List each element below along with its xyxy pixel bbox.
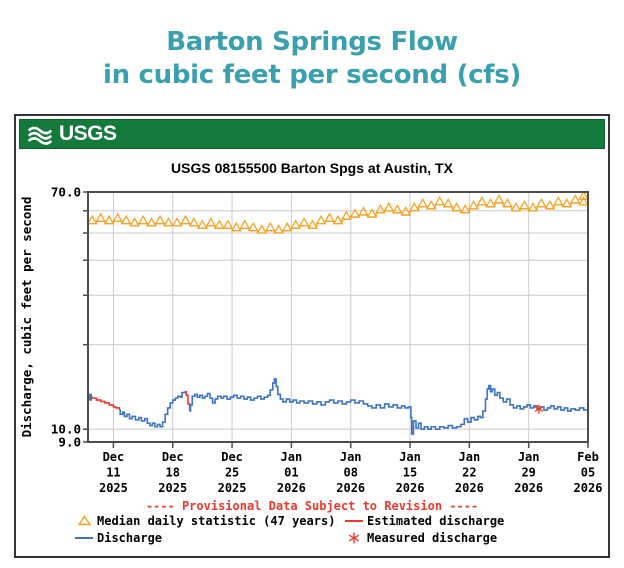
legend-label-measured: Measured discharge [367,530,498,545]
usgs-panel: USGS USGS 08155500 Barton Spgs at Austin… [14,114,610,558]
chart-title: USGS 08155500 Barton Spgs at Austin, TX [171,160,453,176]
legend-column-right: Estimated discharge Measured discharge [344,512,504,546]
legend-provisional-text: ---- Provisional Data Subject to Revisio… [145,499,479,513]
legend-label-discharge: Discharge [97,530,163,545]
usgs-logo: USGS [27,122,117,146]
estimated-line-icon [344,519,364,523]
usgs-waves-icon [27,122,53,146]
legend-item-median: Median daily statistic (47 years) [74,512,335,529]
usgs-logo-text: USGS [59,122,117,145]
legend-item-measured: Measured discharge [344,529,504,546]
page-title: Barton Springs Flow in cubic feet per se… [0,26,624,92]
legend-column-left: Median daily statistic (47 years) Discha… [74,512,335,546]
legend-label-median: Median daily statistic (47 years) [97,513,336,528]
usgs-header-bar: USGS [19,119,605,149]
legend-item-estimated: Estimated discharge [344,512,504,529]
discharge-line-icon [74,536,94,540]
legend-item-discharge: Discharge [74,529,335,546]
page-title-line2: in cubic feet per second (cfs) [102,60,522,90]
legend-label-estimated: Estimated discharge [367,513,505,528]
measured-asterisk-icon [344,532,364,544]
median-triangle-icon [74,515,94,526]
page-title-line1: Barton Springs Flow [166,27,458,57]
